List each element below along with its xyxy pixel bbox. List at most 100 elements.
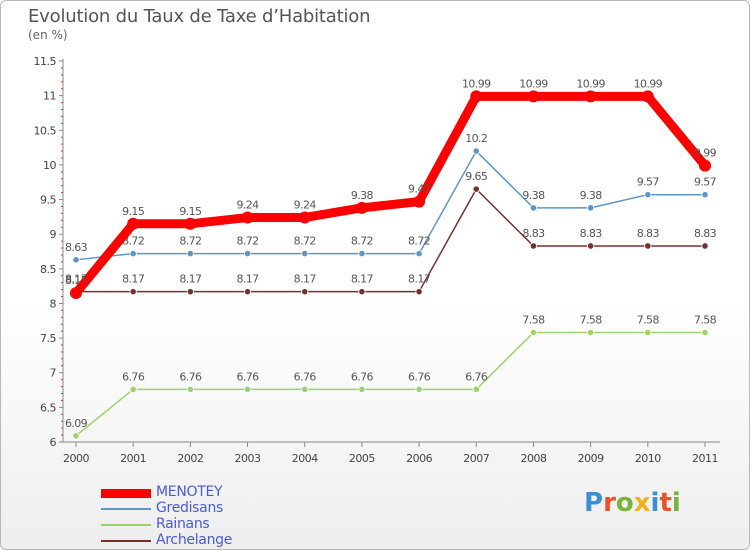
data-point-rainans — [358, 385, 366, 393]
series-line-menotey — [71, 91, 710, 298]
series-line-gredisans — [75, 150, 706, 261]
data-point-rainans — [243, 385, 252, 393]
data-point-menotey — [127, 217, 140, 230]
data-label-gredisans: 9.57 — [694, 176, 717, 189]
data-label-archelange: 8.83 — [580, 227, 603, 240]
data-point-gredisans — [358, 249, 366, 258]
logo-letter: r — [603, 488, 616, 518]
data-point-archelange — [415, 288, 423, 296]
legend-label: MENOTEY — [156, 484, 223, 500]
data-point-gredisans — [587, 204, 595, 212]
data-label-menotey: 9.99 — [694, 147, 717, 160]
data-point-rainans — [129, 385, 137, 393]
y-tick-label: 9 — [50, 228, 57, 241]
data-label-archelange: 8.17 — [351, 273, 374, 286]
data-point-archelange — [472, 185, 480, 193]
logo-letter: i — [671, 488, 681, 518]
data-point-rainans — [72, 432, 80, 440]
data-label-rainans: 6.76 — [122, 370, 145, 383]
data-label-archelange: 8.17 — [236, 273, 259, 286]
legend-label: Gredisans — [156, 500, 224, 516]
legend-label: Rainans — [156, 516, 210, 532]
data-point-gredisans — [243, 249, 252, 258]
legend-swatch — [101, 488, 151, 498]
data-label-rainans: 6.76 — [465, 370, 488, 383]
data-point-menotey — [298, 211, 311, 224]
data-point-gredisans — [472, 147, 480, 155]
data-point-archelange — [358, 288, 366, 296]
x-tick-label: 2003 — [235, 452, 261, 465]
data-point-rainans — [415, 385, 423, 393]
data-label-menotey: 9.24 — [294, 199, 317, 212]
data-point-rainans — [301, 385, 309, 393]
x-tick-label: 2011 — [692, 452, 718, 465]
x-tick-label: 2005 — [349, 452, 375, 465]
logo-letter: i — [650, 488, 660, 518]
x-tick-label: 2010 — [635, 452, 661, 465]
data-label-archelange: 8.83 — [637, 227, 660, 240]
data-point-gredisans — [701, 191, 709, 199]
data-label-menotey: 10.99 — [576, 77, 605, 90]
data-label-rainans: 6.76 — [351, 370, 374, 383]
data-point-rainans — [701, 328, 709, 337]
data-point-archelange — [129, 288, 137, 296]
data-point-menotey — [699, 159, 711, 172]
data-point-gredisans — [644, 191, 652, 199]
y-tick-label: 11.5 — [34, 55, 57, 68]
legend-swatch — [101, 508, 151, 510]
x-tick-label: 2002 — [177, 452, 203, 465]
data-label-menotey: 8.15 — [65, 274, 88, 287]
chart-subtitle: (en %) — [28, 28, 68, 42]
data-label-archelange: 8.17 — [122, 273, 145, 286]
data-label-menotey: 9.47 — [408, 183, 431, 196]
data-label-menotey: 10.99 — [519, 77, 548, 90]
data-label-archelange: 9.65 — [465, 170, 488, 183]
data-label-menotey: 10.99 — [634, 77, 663, 90]
y-tick-label: 6 — [50, 436, 57, 449]
data-label-archelange: 8.17 — [408, 273, 431, 286]
logo-letter: x — [633, 488, 651, 518]
data-label-gredisans: 8.72 — [294, 235, 316, 248]
data-label-menotey: 10.99 — [462, 77, 491, 90]
y-tick-label: 7 — [50, 367, 57, 380]
data-label-gredisans: 8.72 — [122, 235, 144, 248]
series-line-archelange — [75, 188, 706, 293]
data-point-menotey — [527, 90, 540, 103]
proxiti-logo: Proxiti — [584, 488, 681, 518]
data-point-archelange — [644, 242, 652, 250]
y-tick-label: 9.5 — [40, 194, 56, 207]
legend-swatch — [101, 540, 151, 542]
data-label-rainans: 7.58 — [694, 314, 717, 327]
y-tick-label: 7.5 — [40, 332, 56, 345]
data-label-archelange: 8.83 — [522, 227, 545, 240]
x-tick-label: 2001 — [120, 452, 146, 465]
data-point-rainans — [587, 328, 595, 337]
data-label-rainans: 6.09 — [65, 417, 88, 430]
y-tick-label: 10 — [43, 159, 56, 172]
data-label-rainans: 7.58 — [580, 314, 603, 327]
y-tick-label: 10.5 — [34, 124, 57, 137]
data-label-gredisans: 8.72 — [351, 235, 373, 248]
data-label-rainans: 6.76 — [408, 370, 431, 383]
data-point-archelange — [301, 288, 309, 296]
legend-label: Archelange — [156, 532, 233, 548]
chart-title: Evolution du Taux de Taxe d’Habitation — [28, 6, 371, 27]
data-label-menotey: 9.38 — [351, 189, 374, 202]
data-point-menotey — [584, 90, 597, 103]
data-label-rainans: 6.76 — [294, 370, 317, 383]
series-line-rainans — [75, 331, 706, 437]
data-point-menotey — [241, 211, 254, 224]
data-point-archelange — [587, 242, 595, 250]
legend-swatch — [101, 524, 151, 526]
y-tick-label: 8.5 — [40, 263, 56, 276]
x-tick-label: 2004 — [292, 452, 318, 465]
data-label-rainans: 7.58 — [522, 314, 545, 327]
data-point-gredisans — [186, 249, 194, 258]
x-tick-label: 2008 — [520, 452, 546, 465]
data-point-gredisans — [415, 249, 423, 258]
logo-letter: P — [584, 488, 604, 518]
data-label-menotey: 9.15 — [179, 205, 202, 218]
data-label-archelange: 8.83 — [694, 227, 717, 240]
